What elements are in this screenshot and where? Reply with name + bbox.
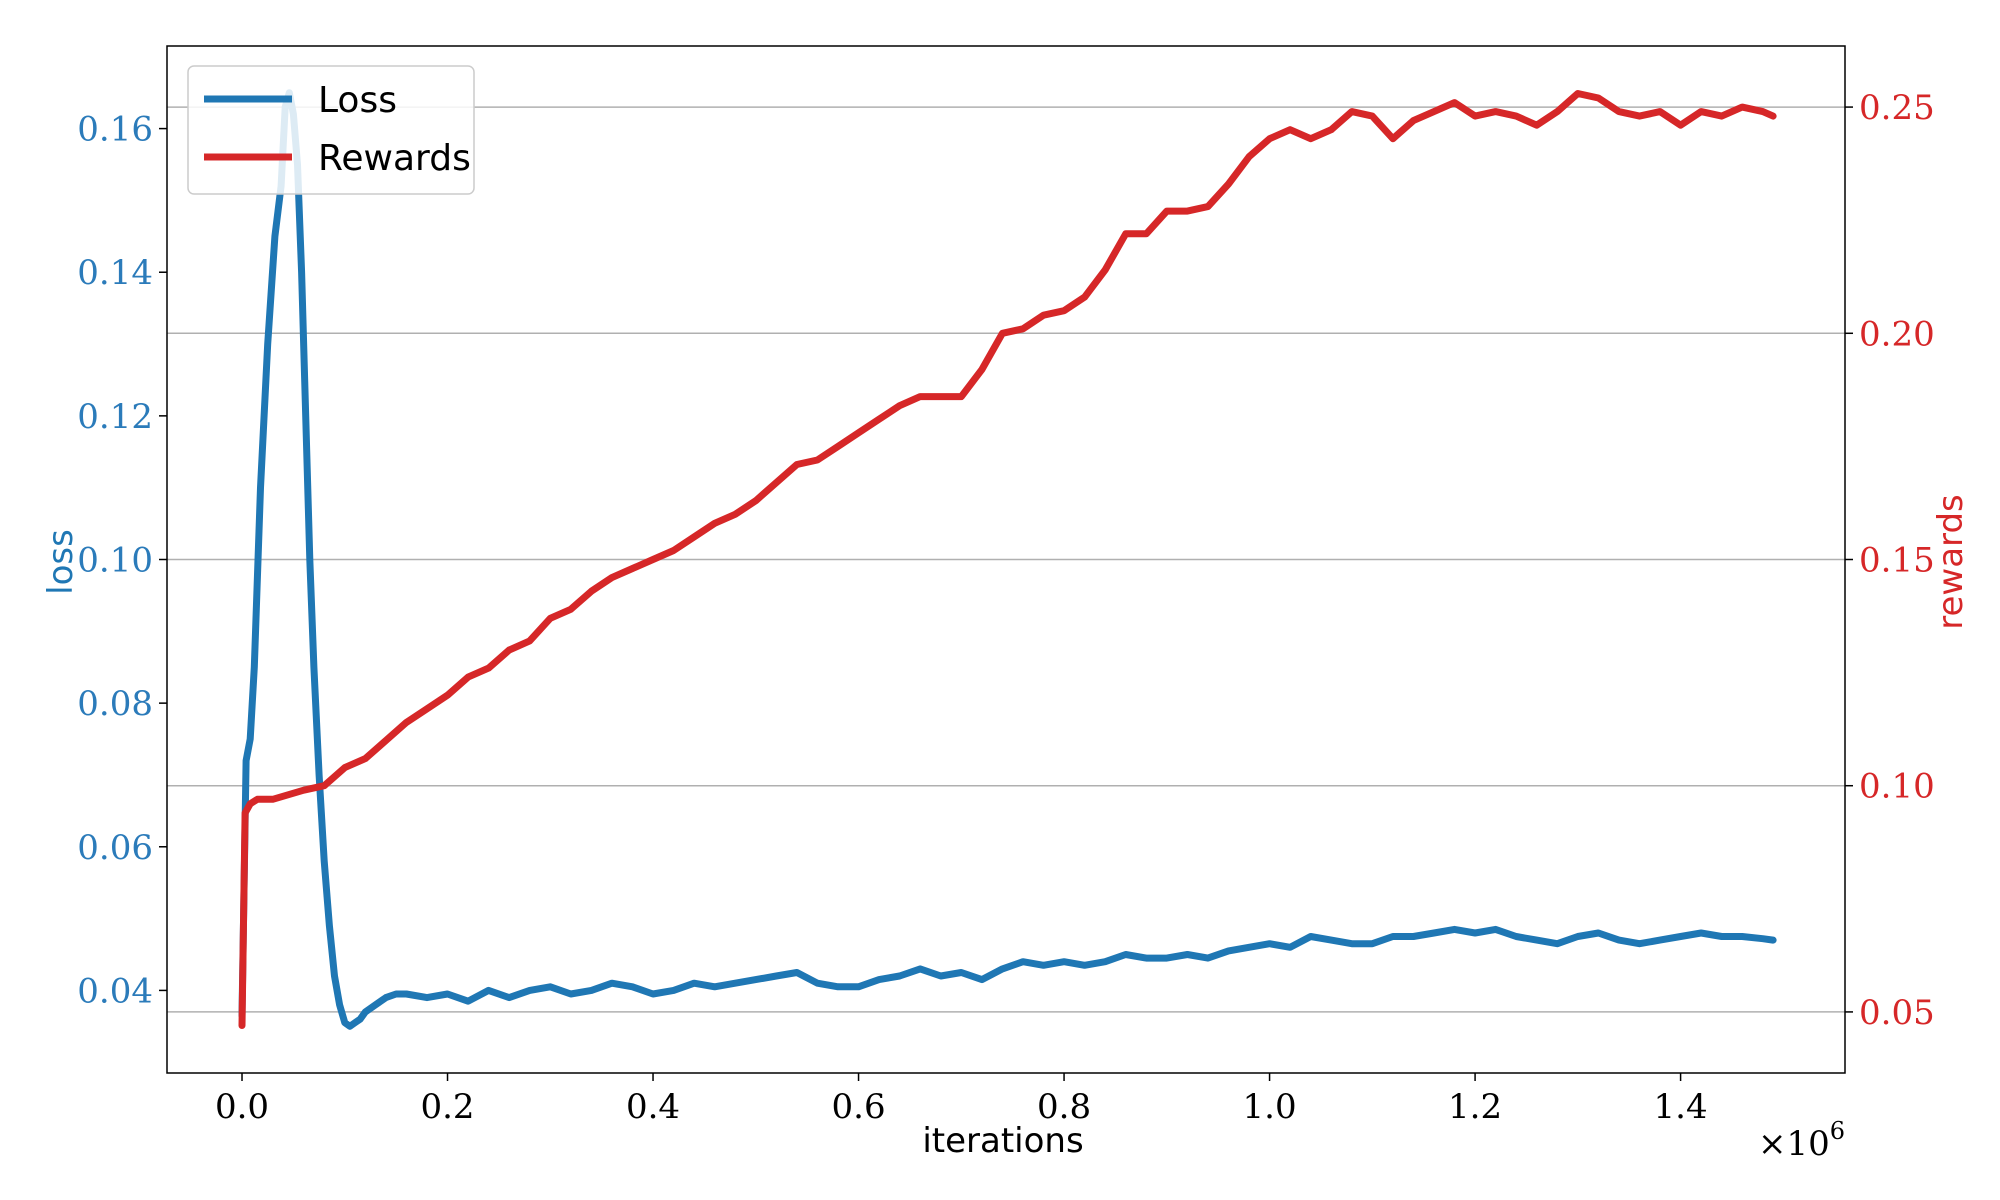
right-y-axis: 0.05 0.10 0.15 0.20 0.25 <box>1845 88 1935 1033</box>
x-tick-label: 0.2 <box>420 1087 474 1127</box>
legend-label-rewards: Rewards <box>318 138 471 179</box>
right-axis-label: rewards <box>1931 494 1971 629</box>
x-tick-label: 1.0 <box>1243 1087 1297 1127</box>
left-y-axis: 0.04 0.06 0.08 0.10 0.12 0.14 0.16 <box>77 110 167 1011</box>
left-tick-label: 0.12 <box>77 397 153 437</box>
x-tick-label: 1.2 <box>1448 1087 1502 1127</box>
right-tick-label: 0.20 <box>1859 314 1935 354</box>
right-tick-label: 0.15 <box>1859 541 1935 581</box>
legend-label-loss: Loss <box>318 80 397 121</box>
left-tick-label: 0.04 <box>77 971 153 1011</box>
x-tick-label: 0.6 <box>832 1087 886 1127</box>
x-axis-multiplier: ×106 <box>1758 1117 1845 1164</box>
x-axis-label: iterations <box>922 1121 1083 1161</box>
x-tick-label: 1.4 <box>1654 1087 1708 1127</box>
left-tick-label: 0.14 <box>77 253 153 293</box>
series-layer <box>238 89 1777 1030</box>
left-tick-label: 0.06 <box>77 828 153 868</box>
x-axis: 0.0 0.2 0.4 0.6 0.8 1.0 1.2 1.4 <box>215 1073 1708 1127</box>
left-axis-label: loss <box>41 529 81 595</box>
legend: Loss Rewards <box>187 65 475 195</box>
left-tick-label: 0.16 <box>77 110 153 150</box>
right-tick-label: 0.25 <box>1859 88 1935 128</box>
series-line-rewards <box>238 90 1777 1029</box>
left-tick-label: 0.08 <box>77 684 153 724</box>
x-axis-multiplier-exponent: 6 <box>1830 1117 1845 1145</box>
series-line-loss <box>238 89 1777 1030</box>
right-tick-label: 0.10 <box>1859 767 1935 807</box>
left-tick-label: 0.10 <box>77 541 153 581</box>
right-tick-label: 0.05 <box>1859 993 1935 1033</box>
x-tick-label: 0.8 <box>1037 1087 1091 1127</box>
x-tick-label: 0.0 <box>215 1087 269 1127</box>
x-tick-label: 0.4 <box>626 1087 680 1127</box>
